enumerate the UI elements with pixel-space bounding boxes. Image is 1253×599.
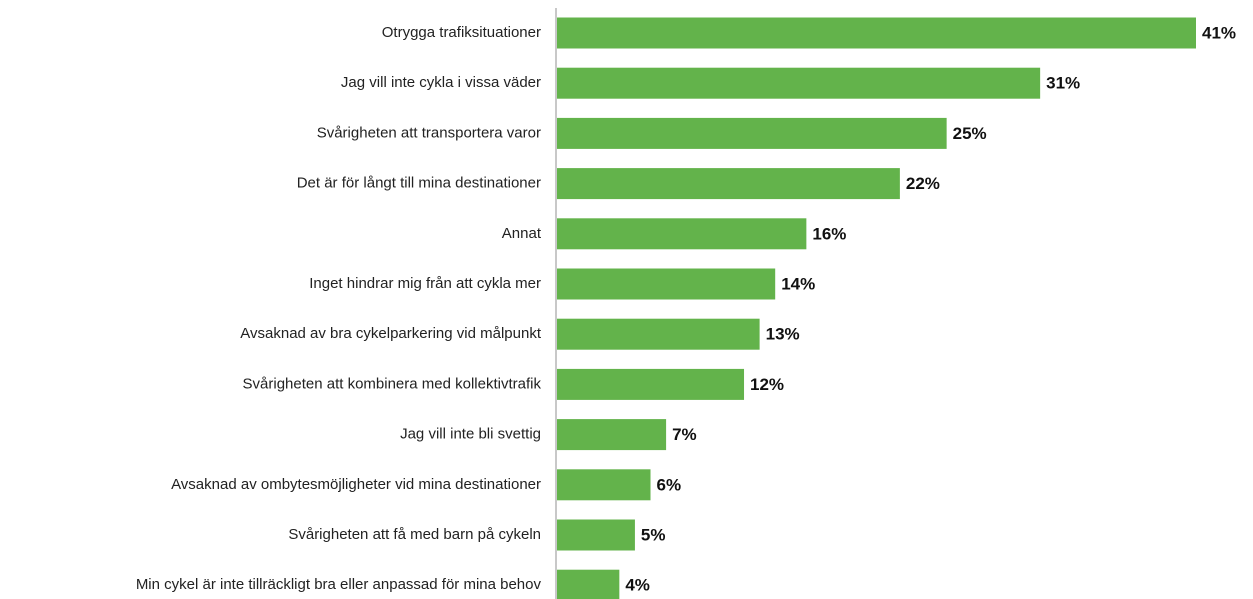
value-label: 5% (641, 525, 666, 544)
value-label: 31% (1046, 74, 1080, 93)
bar (557, 318, 760, 350)
value-label: 14% (781, 274, 815, 293)
category-label: Otrygga trafiksituationer (382, 24, 541, 41)
category-label: Avsaknad av bra cykelparkering vid målpu… (240, 325, 542, 342)
bar (557, 67, 1041, 99)
value-label: 22% (906, 174, 940, 193)
bar (557, 218, 807, 250)
value-label: 6% (657, 475, 682, 494)
category-label: Svårigheten att få med barn på cykeln (288, 526, 541, 543)
category-label: Jag vill inte cykla i vissa väder (341, 74, 541, 91)
value-label: 7% (672, 425, 697, 444)
value-label: 12% (750, 375, 784, 394)
value-label: 25% (953, 124, 987, 143)
bar (557, 368, 745, 400)
category-label: Annat (502, 225, 542, 242)
category-label: Inget hindrar mig från att cykla mer (309, 275, 541, 292)
category-label: Jag vill inte bli svettig (400, 426, 541, 443)
category-label: Avsaknad av ombytesmöjligheter vid mina … (171, 476, 541, 493)
bar (557, 469, 651, 501)
bar (557, 519, 635, 551)
bar (557, 17, 1196, 49)
bar (557, 268, 776, 300)
bar (557, 168, 900, 200)
value-label: 4% (625, 576, 650, 595)
bar (557, 569, 620, 599)
value-label: 13% (766, 325, 800, 344)
bar (557, 117, 947, 149)
value-label: 41% (1202, 23, 1236, 42)
category-label: Det är för långt till mina destinationer (297, 175, 541, 192)
category-label: Min cykel är inte tillräckligt bra eller… (136, 576, 542, 593)
value-label: 16% (812, 224, 846, 243)
bar (557, 419, 667, 451)
category-label: Svårigheten att transportera varor (317, 124, 541, 141)
category-label: Svårigheten att kombinera med kollektivt… (243, 375, 542, 392)
